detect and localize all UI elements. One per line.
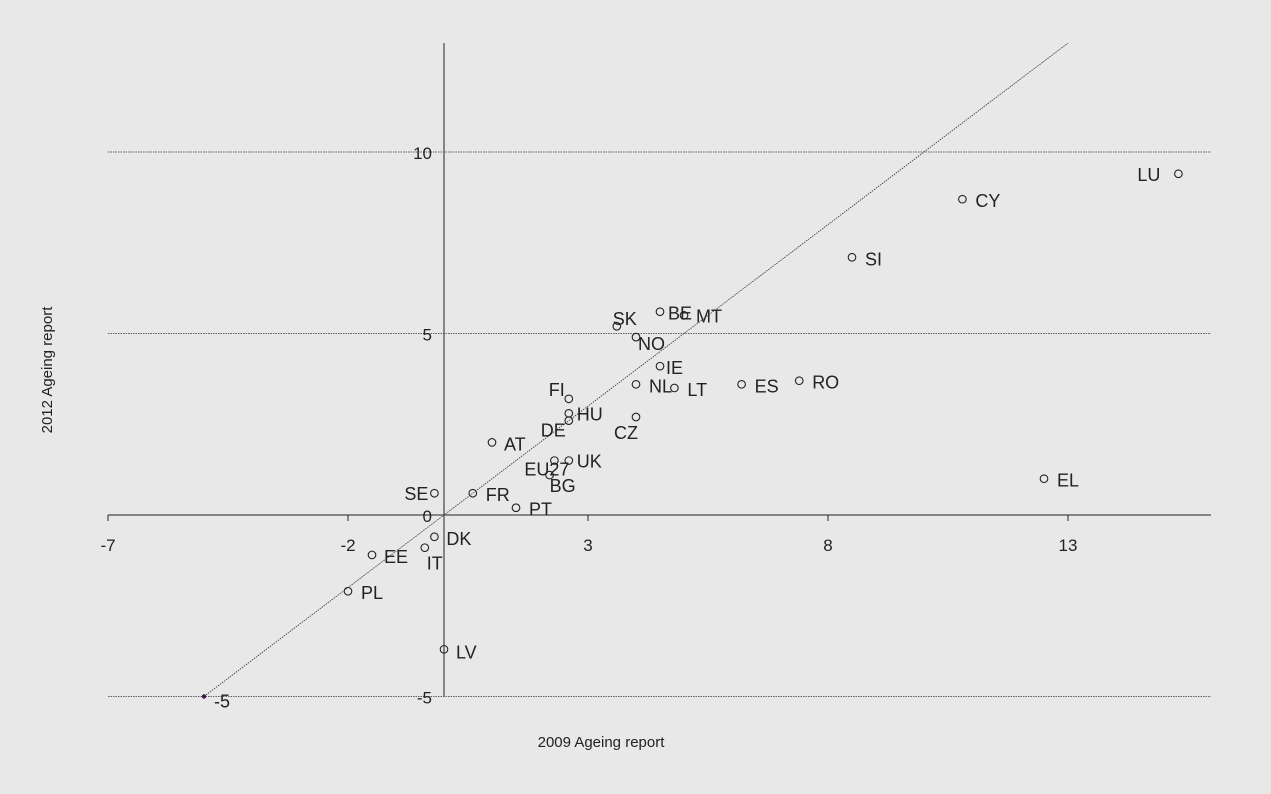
y-axis-title: 2012 Ageing report <box>39 306 56 434</box>
axes <box>107 43 1211 697</box>
data-point <box>631 412 641 422</box>
point-label: AT <box>504 434 526 454</box>
data-point <box>612 321 622 331</box>
point-label: CZ <box>614 423 638 443</box>
data-point <box>430 532 439 542</box>
data-point <box>201 694 207 699</box>
data-point <box>430 488 439 498</box>
point-label: PT <box>529 500 552 520</box>
x-tick-label: 3 <box>583 536 592 555</box>
line-45-degree <box>203 42 1069 697</box>
point-label: HU <box>577 404 603 424</box>
point-label: SK <box>613 309 637 329</box>
data-point <box>487 438 497 447</box>
point-label: -5 <box>214 692 230 712</box>
data-point <box>439 644 449 654</box>
point-label: LV <box>456 642 477 662</box>
data-point <box>679 311 689 320</box>
point-label: FR <box>486 485 510 505</box>
point-label: CY <box>975 191 1000 211</box>
x-tick-label: 13 <box>1059 536 1078 555</box>
point-label: MT <box>696 306 722 326</box>
reference-line <box>203 42 1069 697</box>
data-point <box>550 456 559 465</box>
data-point <box>794 376 804 386</box>
x-tick-label: 8 <box>823 536 832 555</box>
data-point <box>511 503 521 513</box>
data-point <box>631 379 641 389</box>
point-label: UK <box>577 452 602 472</box>
data-point <box>655 361 665 371</box>
point-label: LU <box>1137 165 1160 185</box>
data-points <box>201 169 1183 699</box>
data-point <box>420 543 430 553</box>
point-label: NO <box>638 334 665 354</box>
point-label: LT <box>687 380 707 400</box>
data-point <box>1174 169 1183 179</box>
x-tick-label: -7 <box>100 536 115 555</box>
point-label: BE <box>668 304 692 324</box>
point-label: DK <box>446 529 471 549</box>
data-point <box>367 550 377 560</box>
point-label: NL <box>649 376 672 396</box>
point-label: RO <box>812 373 839 393</box>
data-point <box>468 488 478 498</box>
y-tick-label: -5 <box>417 689 432 708</box>
y-tick-label: 5 <box>423 326 432 345</box>
data-point <box>545 470 554 480</box>
data-point <box>958 194 967 204</box>
point-label: EU27 <box>524 460 569 480</box>
point-label: SE <box>404 484 428 504</box>
point-label: PL <box>361 583 383 603</box>
y-tick-label: 0 <box>423 507 432 526</box>
data-point <box>1039 474 1049 484</box>
point-label: FI <box>549 380 565 400</box>
point-label: IE <box>666 358 683 378</box>
data-point <box>631 332 641 342</box>
data-point <box>564 416 574 425</box>
point-label: ES <box>755 376 779 396</box>
data-point <box>655 307 665 317</box>
point-label: IT <box>427 554 443 574</box>
y-tick-label: 10 <box>413 144 432 163</box>
data-point <box>564 456 574 465</box>
point-label: DE <box>541 421 566 441</box>
x-tick-label: -2 <box>340 536 355 555</box>
point-label: BG <box>550 476 576 496</box>
point-label: EE <box>384 547 408 567</box>
data-point <box>343 586 353 596</box>
data-point <box>737 379 746 389</box>
data-point <box>564 394 574 404</box>
x-axis-title: 2009 Ageing report <box>538 734 666 751</box>
tick-labels: -7 -2 3 8 13 -5 0 5 10 <box>100 144 1077 708</box>
point-label: SI <box>865 249 882 269</box>
data-point <box>670 383 679 393</box>
point-label: EL <box>1057 471 1079 491</box>
gridlines <box>108 151 1211 697</box>
data-point <box>564 409 574 418</box>
data-point <box>847 252 857 262</box>
